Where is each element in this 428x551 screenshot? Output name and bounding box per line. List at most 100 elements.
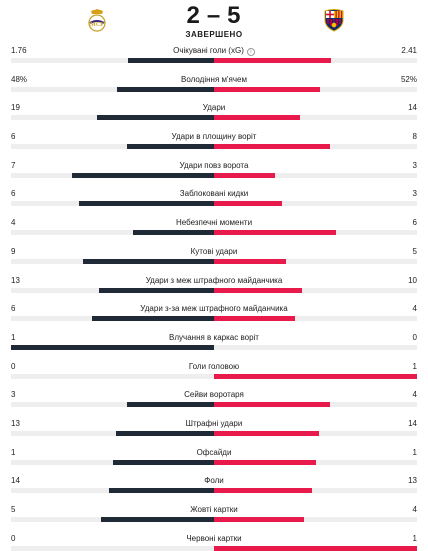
home-stat-value: 1.76 <box>11 46 27 55</box>
home-stat-track <box>11 517 214 522</box>
away-stat-value: 8 <box>412 132 417 142</box>
home-stat-bar <box>112 459 214 465</box>
away-stat-track <box>214 230 417 236</box>
away-stat-track <box>214 201 417 207</box>
home-stat-value: 6 <box>11 132 16 142</box>
info-icon[interactable]: i <box>246 48 255 56</box>
stat-row: 0 Червоні картки 1 <box>0 530 428 551</box>
home-stat-bar <box>71 172 214 178</box>
away-stat-track <box>214 344 417 350</box>
stat-row: 1.76 Очікувані голи (xG) i 2.41 <box>0 42 428 71</box>
away-stat-bar <box>214 86 320 92</box>
stat-name-label: Удари з меж штрафного майданчика <box>145 275 283 285</box>
away-stat-track <box>214 488 417 494</box>
away-stat-value: 0 <box>412 332 417 342</box>
home-stat-value: 6 <box>11 304 16 314</box>
away-stat-track <box>214 545 417 551</box>
stat-name: Жовті картки <box>0 505 428 514</box>
home-score: 2 <box>186 2 201 29</box>
home-stat-value: 9 <box>11 246 16 256</box>
home-stat-track <box>11 58 214 63</box>
home-stat-track <box>11 488 214 494</box>
home-stat-value: 19 <box>11 103 20 113</box>
home-stat-value: 13 <box>11 275 20 285</box>
away-stat-bar <box>214 430 320 436</box>
away-stat-value: 4 <box>412 505 417 514</box>
away-stat-track <box>214 316 417 322</box>
home-stat-value: 48% <box>11 74 28 84</box>
stat-row: 1 Офсайди 1 <box>0 444 428 473</box>
away-stat-value: 2.41 <box>401 46 417 55</box>
away-stat-track <box>214 459 417 465</box>
stat-name-label: Очікувані голи (xG) <box>173 46 244 55</box>
stat-row: 3 Сейви воротаря 4 <box>0 386 428 415</box>
away-stat-value: 52% <box>400 74 417 84</box>
away-stat-value: 1 <box>412 533 417 543</box>
away-stat-track <box>214 287 417 293</box>
away-stat-bar <box>214 373 417 379</box>
home-stat-track <box>11 430 214 436</box>
stat-row: 5 Жовті картки 4 <box>0 501 428 530</box>
stat-name: Заблоковані кидки <box>0 189 428 198</box>
away-stat-value: 4 <box>412 304 417 314</box>
match-header: MCF 2–5 ЗАВЕРШЕНО <box>0 0 428 40</box>
stat-name: Кутові удари <box>0 247 428 256</box>
stat-name: Червоні картки <box>0 534 428 543</box>
stat-row: 6 Заблоковані кидки 3 <box>0 185 428 214</box>
home-stat-track <box>11 316 214 322</box>
stat-name: Удари з меж штрафного майданчика <box>0 276 428 285</box>
away-stat-value: 3 <box>412 160 417 170</box>
stat-name-label: Удари з-за меж штрафного майданчика <box>140 304 288 314</box>
stat-row: 0 Голи головою 1 <box>0 358 428 387</box>
score: 2–5 <box>0 2 428 30</box>
away-stat-bar <box>214 287 303 293</box>
stat-row: 48% Володіння м'ячем 52% <box>0 71 428 100</box>
home-stat-bar <box>116 430 214 436</box>
stat-name-label: Фоли <box>204 476 224 486</box>
stat-row: 14 Фоли 13 <box>0 472 428 501</box>
home-stat-bar <box>11 344 214 350</box>
home-stat-value: 1 <box>11 447 16 457</box>
home-stat-track <box>11 258 214 264</box>
stat-name-label: Голи головою <box>188 361 240 371</box>
home-stat-track <box>11 373 214 379</box>
stat-name: Очікувані голи (xG) i <box>0 46 428 56</box>
stat-row: 4 Небезпечні моменти 6 <box>0 214 428 243</box>
away-stat-track <box>214 144 417 150</box>
stat-name-label: Удари в площину воріт <box>171 132 257 142</box>
away-stat-bar <box>214 517 305 522</box>
stat-name: Удари в площину воріт <box>0 132 428 141</box>
away-stat-bar <box>214 201 282 207</box>
home-stat-track <box>11 344 214 350</box>
stat-name: Сейви воротаря <box>0 390 428 399</box>
stat-row: 13 Штрафні удари 14 <box>0 415 428 444</box>
home-stat-value: 3 <box>11 390 16 400</box>
home-stat-bar <box>99 287 214 293</box>
home-stat-track <box>11 115 214 121</box>
away-stat-bar <box>214 545 417 551</box>
stat-name-label: Влучання в каркас воріт <box>169 332 259 342</box>
stat-name-label: Заблоковані кидки <box>179 189 249 199</box>
away-stat-value: 6 <box>412 218 417 228</box>
home-stat-value: 4 <box>11 218 16 228</box>
stat-name: Фоли <box>0 476 428 485</box>
home-stat-track <box>11 172 214 178</box>
real-madrid-crest-icon[interactable]: MCF <box>86 8 108 32</box>
away-stat-track <box>214 517 417 522</box>
home-stat-track <box>11 201 214 207</box>
home-stat-track <box>11 402 214 408</box>
score-separator: – <box>206 2 222 29</box>
home-stat-value: 0 <box>11 533 16 543</box>
home-stat-track <box>11 86 214 92</box>
stat-name-label: Володіння м'ячем <box>181 74 247 84</box>
home-stat-bar <box>128 58 214 63</box>
stat-row: 6 Удари з-за меж штрафного майданчика 4 <box>0 300 428 329</box>
stat-name: Удари повз ворота <box>0 161 428 170</box>
away-stat-value: 14 <box>408 103 417 113</box>
stat-row: 9 Кутові удари 5 <box>0 243 428 272</box>
stat-name: Голи головою <box>0 362 428 371</box>
barcelona-crest-icon[interactable] <box>323 8 345 32</box>
away-stat-track <box>214 373 417 379</box>
away-stat-value: 4 <box>412 390 417 400</box>
away-stat-value: 3 <box>412 189 417 199</box>
